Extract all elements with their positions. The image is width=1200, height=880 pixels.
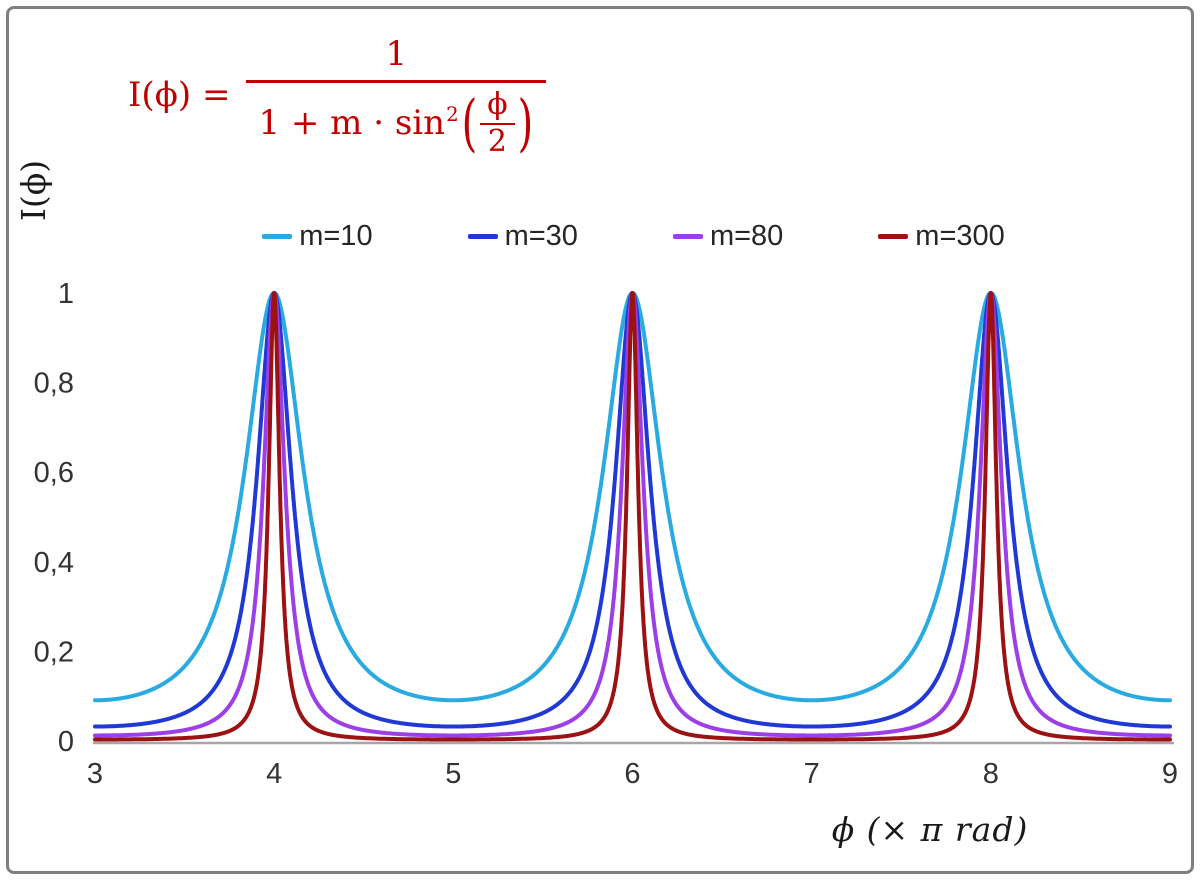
legend-item-m10: m=10	[262, 220, 373, 253]
x-tick-label: 8	[983, 758, 999, 790]
x-tick-label: 9	[1162, 758, 1178, 790]
y-tick-label: 0,2	[34, 636, 74, 668]
formula-inner-fraction: ϕ 2	[480, 90, 515, 160]
y-tick-label: 0	[58, 726, 74, 758]
y-axis-label: I(ϕ)	[6, 130, 62, 250]
x-tick-label: 7	[804, 758, 820, 790]
legend-label-m10: m=10	[299, 220, 373, 252]
inner-denominator: 2	[487, 124, 507, 160]
formula-fraction: 1 1 + m · sin 2 ( ϕ 2 )	[246, 34, 547, 160]
legend: m=10 m=30 m=80 m=300	[95, 220, 1172, 253]
legend-item-m80: m=80	[672, 220, 784, 253]
x-tick-label: 5	[445, 758, 461, 790]
x-tick-label: 3	[87, 758, 103, 790]
x-tick-label: 4	[266, 758, 282, 790]
legend-swatch-m300	[878, 234, 909, 239]
y-tick-label: 0,8	[34, 368, 74, 400]
formula-lhs: I(ϕ) =	[128, 74, 231, 115]
series-line-m300	[93, 291, 1172, 742]
x-axis-label: ϕ (× π rad)	[831, 810, 1029, 849]
y-axis-label-text: I(ϕ)	[14, 159, 54, 221]
series-line-m80	[93, 291, 1172, 738]
legend-item-m300: m=300	[878, 220, 1005, 253]
inner-numerator: ϕ	[480, 90, 515, 126]
legend-swatch-m10	[262, 234, 293, 239]
formula-denominator-text: 1 + m · sin	[258, 103, 446, 144]
x-tick-label: 6	[624, 758, 640, 790]
formula-numerator: 1	[385, 34, 408, 74]
legend-item-m30: m=30	[467, 220, 578, 253]
legend-label-m80: m=80	[709, 220, 784, 252]
series-line-m30	[93, 291, 1172, 729]
y-tick-label: 0,4	[34, 547, 74, 579]
y-tick-label: 1	[58, 278, 74, 310]
y-tick-label: 0,6	[34, 457, 74, 489]
legend-swatch-m30	[467, 234, 498, 239]
legend-label-m30: m=30	[504, 220, 578, 252]
legend-swatch-m80	[672, 234, 703, 239]
legend-label-m300: m=300	[915, 220, 1005, 252]
formula-denominator: 1 + m · sin 2 ( ϕ 2 )	[246, 80, 547, 160]
formula: I(ϕ) = 1 1 + m · sin 2 ( ϕ 2 )	[128, 34, 547, 160]
